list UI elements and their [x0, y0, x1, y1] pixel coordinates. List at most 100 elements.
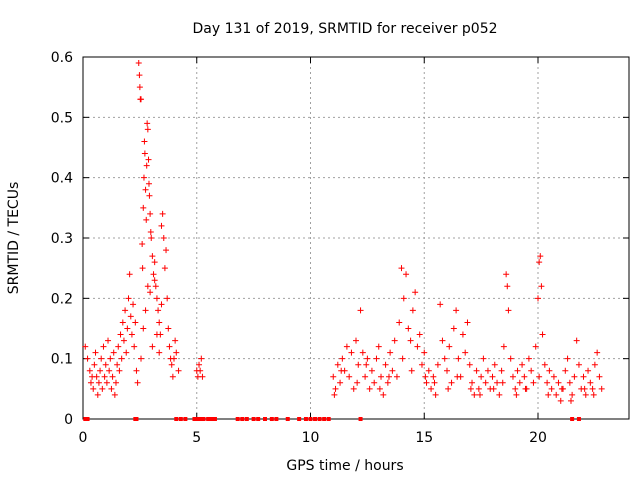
zero-point	[326, 417, 331, 421]
data-point	[140, 204, 147, 211]
data-point	[144, 126, 151, 133]
data-marks	[82, 60, 605, 421]
data-point	[172, 337, 179, 344]
data-point	[100, 343, 107, 350]
zero-point	[240, 417, 245, 421]
zero-point	[285, 417, 290, 421]
data-point	[166, 343, 173, 350]
zero-point	[317, 417, 322, 421]
data-point	[562, 367, 569, 374]
data-point	[512, 385, 519, 392]
data-point	[106, 367, 113, 374]
data-point	[136, 84, 143, 91]
data-point	[125, 295, 132, 302]
data-point	[509, 373, 516, 380]
x-tick-label: 20	[529, 430, 547, 446]
data-point	[138, 355, 145, 362]
data-point	[530, 379, 537, 386]
zero-point	[358, 417, 363, 421]
data-point	[98, 355, 105, 362]
data-point	[430, 373, 437, 380]
data-point	[445, 385, 452, 392]
data-point	[152, 283, 159, 290]
data-point	[521, 373, 528, 380]
tick-labels: 0 0.1 0.2 0.3 0.4 0.5 0.6 0 5 10 15 20	[51, 50, 547, 446]
data-point	[142, 186, 149, 193]
data-point	[114, 361, 121, 368]
data-point	[168, 361, 175, 368]
zero-point	[206, 417, 211, 421]
data-point	[132, 319, 139, 326]
data-point	[585, 367, 592, 374]
data-point	[591, 361, 598, 368]
data-point	[87, 379, 94, 386]
data-point	[539, 331, 546, 338]
zero-point	[256, 417, 261, 421]
data-point	[332, 385, 339, 392]
data-point	[90, 385, 97, 392]
data-point	[363, 361, 370, 368]
data-point	[337, 379, 344, 386]
data-point	[91, 361, 98, 368]
data-point	[546, 367, 553, 374]
plot-frame	[82, 56, 630, 420]
data-point	[142, 307, 149, 314]
data-point	[155, 307, 162, 314]
data-point	[462, 349, 469, 356]
data-point	[564, 355, 571, 362]
data-point	[398, 265, 405, 272]
data-point	[582, 391, 589, 398]
data-point	[128, 331, 135, 338]
data-point	[537, 253, 544, 260]
data-point	[110, 349, 117, 356]
data-point	[450, 325, 457, 332]
data-point	[346, 373, 353, 380]
data-point	[525, 355, 532, 362]
x-tick-label: 15	[415, 430, 433, 446]
y-tick-label: 0.4	[51, 171, 73, 187]
data-point	[407, 337, 414, 344]
data-point	[484, 367, 491, 374]
data-point	[498, 367, 505, 374]
data-point	[557, 397, 564, 404]
data-point	[133, 367, 140, 374]
data-point	[399, 355, 406, 362]
data-point	[548, 385, 555, 392]
data-point	[437, 301, 444, 308]
data-point	[131, 343, 138, 350]
data-point	[541, 361, 548, 368]
zero-point	[183, 417, 188, 421]
data-point	[439, 337, 446, 344]
data-point	[164, 295, 171, 302]
data-point	[587, 379, 594, 386]
data-point	[375, 343, 382, 350]
data-point	[569, 391, 576, 398]
zero-point	[263, 417, 267, 421]
data-point	[93, 373, 100, 380]
data-point	[384, 379, 391, 386]
data-point	[405, 325, 412, 332]
zero-point	[274, 417, 279, 421]
data-point	[507, 355, 514, 362]
data-point	[102, 361, 109, 368]
data-point	[149, 253, 156, 260]
data-point	[136, 72, 143, 79]
data-point	[147, 228, 154, 235]
data-point	[146, 192, 153, 199]
data-point	[473, 367, 480, 374]
data-point	[130, 301, 137, 308]
y-tick-label: 0.2	[51, 291, 73, 307]
data-point	[428, 385, 435, 392]
data-point	[338, 367, 345, 374]
data-point	[594, 349, 601, 356]
data-point	[355, 361, 362, 368]
data-point	[504, 283, 511, 290]
data-point	[538, 283, 545, 290]
data-point	[453, 307, 460, 314]
data-point	[581, 385, 588, 392]
data-point	[147, 289, 154, 296]
data-point	[455, 355, 462, 362]
data-point	[156, 319, 163, 326]
data-point	[357, 307, 364, 314]
data-point	[598, 385, 605, 392]
